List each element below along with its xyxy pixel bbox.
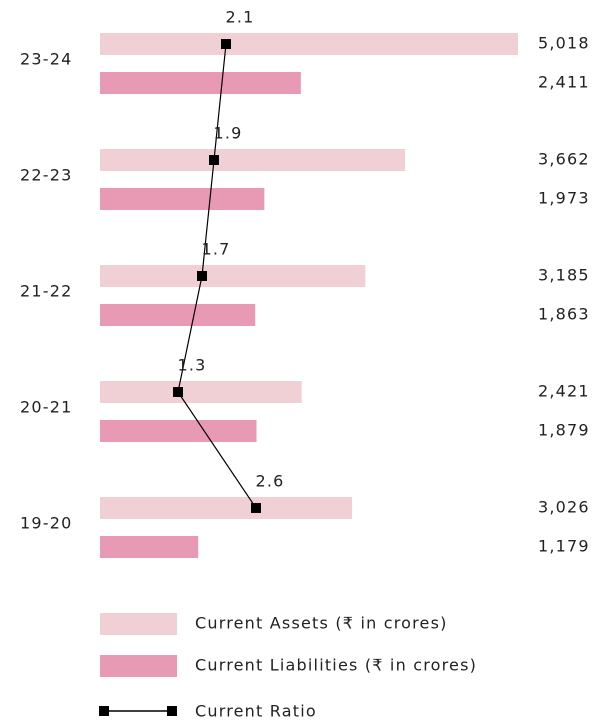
value-label: 1,973 (538, 189, 590, 208)
ratio-label: 2.1 (225, 8, 254, 27)
value-label: 1,863 (538, 305, 590, 324)
ratio-label: 1.7 (201, 240, 230, 259)
legend-label: Current Assets (₹ in crores) (195, 614, 448, 633)
ratio-label: 2.6 (255, 472, 284, 491)
ratio-marker (197, 271, 207, 281)
legend-label: Current Liabilities (₹ in crores) (195, 656, 477, 675)
category-label: 20-21 (20, 398, 73, 417)
bar (100, 265, 366, 287)
category-label: 22-23 (20, 166, 73, 185)
bar (100, 420, 257, 442)
category-label: 21-22 (20, 282, 73, 301)
value-label: 1,179 (538, 537, 590, 556)
legend-marker (167, 706, 177, 716)
bar (100, 149, 406, 171)
ratio-marker (251, 503, 261, 513)
value-label: 5,018 (538, 34, 590, 53)
legend-marker (99, 706, 109, 716)
bar (100, 536, 199, 558)
bar (100, 497, 353, 519)
value-label: 3,185 (538, 266, 590, 285)
value-label: 2,411 (538, 73, 590, 92)
value-label: 1,879 (538, 421, 590, 440)
bar (100, 381, 302, 403)
bar (100, 188, 265, 210)
value-label: 3,662 (538, 150, 590, 169)
legend-swatch (100, 613, 177, 635)
ratio-marker (209, 155, 219, 165)
legend-label: Current Ratio (195, 702, 317, 721)
bar (100, 304, 256, 326)
value-label: 2,421 (538, 382, 590, 401)
ratio-marker (221, 39, 231, 49)
category-label: 23-24 (20, 50, 73, 69)
bar (100, 33, 518, 55)
bar (100, 72, 301, 94)
category-label: 19-20 (20, 514, 73, 533)
ratio-marker (173, 387, 183, 397)
value-label: 3,026 (538, 498, 590, 517)
legend-swatch (100, 655, 177, 677)
ratio-label: 1.3 (177, 356, 206, 375)
ratio-label: 1.9 (213, 124, 242, 143)
